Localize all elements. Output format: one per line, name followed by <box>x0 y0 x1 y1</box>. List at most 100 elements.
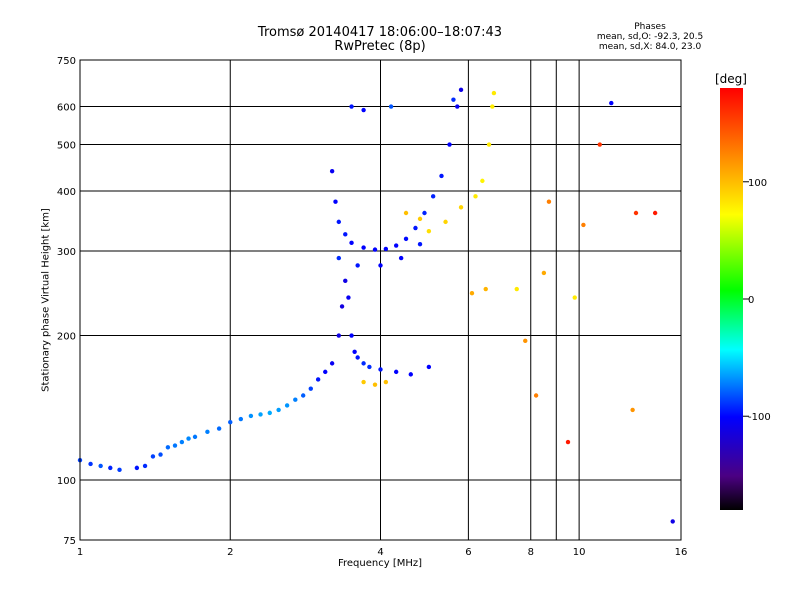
chart-title: Tromsø 20140417 18:06:00–18:07:43 <box>257 25 503 40</box>
echo-point <box>458 205 464 210</box>
echo-point <box>422 210 427 216</box>
echo-point <box>142 463 148 469</box>
echo-point <box>393 369 399 375</box>
phases-x-stats: mean, sd,X: 84.0, 23.0 <box>598 42 702 52</box>
x-tick-label: 2 <box>227 547 233 558</box>
echo-point <box>343 232 348 237</box>
colorbar-label: [deg] <box>715 72 747 86</box>
colorbar-tick-label: -100 <box>748 412 771 423</box>
phases-stats: Phases mean, sd,O: -92.3, 20.5 mean, sd,… <box>590 22 710 52</box>
phases-o-stats: mean, sd,O: -92.3, 20.5 <box>596 32 704 42</box>
echo-point <box>150 454 156 459</box>
echo-point <box>355 355 360 360</box>
x-tick-label: 10 <box>573 547 586 558</box>
echo-point <box>565 439 571 445</box>
echo-point <box>533 393 539 398</box>
echo-point <box>541 270 547 276</box>
echo-point <box>339 304 345 309</box>
echo-point <box>205 429 210 435</box>
echo-point <box>426 364 432 370</box>
echo-point <box>388 104 394 109</box>
echo-point <box>329 361 335 366</box>
grid-lines <box>80 60 681 540</box>
echo-point <box>361 245 366 250</box>
echo-point <box>546 199 552 204</box>
x-tick-label: 1 <box>77 547 83 558</box>
echo-point <box>430 194 436 199</box>
chart-subtitle: RwPretec (8p) <box>334 39 426 54</box>
echo-point <box>276 407 281 413</box>
echo-point <box>490 104 495 109</box>
echo-point <box>336 333 342 338</box>
echo-point <box>192 434 198 440</box>
echo-point <box>346 295 351 300</box>
echo-point <box>172 443 178 448</box>
echo-point <box>383 379 389 385</box>
echo-point <box>228 419 233 425</box>
echo-point <box>323 369 328 375</box>
echo-point <box>315 377 321 382</box>
echo-point <box>451 97 456 102</box>
y-tick-label: 750 <box>57 56 76 67</box>
title-block: Tromsø 20140417 18:06:00–18:07:43 RwPret… <box>180 26 580 54</box>
echo-point <box>267 410 272 416</box>
echo-point <box>117 467 122 473</box>
echo-point <box>443 219 448 225</box>
echo-point <box>455 104 460 109</box>
echo-point <box>179 439 185 445</box>
echo-point <box>469 291 475 296</box>
echo-point <box>186 436 191 441</box>
echo-point <box>581 222 586 228</box>
echo-point <box>367 364 372 370</box>
echo-point <box>378 367 383 372</box>
echo-point <box>293 397 298 402</box>
echo-point <box>447 142 452 147</box>
echo-point <box>480 178 485 184</box>
echo-point <box>216 426 222 431</box>
x-tick-label: 8 <box>528 547 534 558</box>
echo-point <box>336 219 342 225</box>
data-points <box>77 87 675 524</box>
echo-point <box>630 407 635 413</box>
echo-point <box>413 225 418 231</box>
echo-point <box>378 263 383 268</box>
echo-point <box>300 393 306 398</box>
echo-point <box>361 107 366 113</box>
colorbar: [deg] 100 0 -100 <box>715 72 771 510</box>
echo-point <box>329 168 335 174</box>
echo-point <box>597 142 602 147</box>
echo-point <box>383 246 389 252</box>
echo-point <box>158 452 163 457</box>
echo-point <box>361 361 366 366</box>
echo-point <box>403 210 409 216</box>
echo-point <box>361 379 366 385</box>
y-tick-label: 600 <box>57 103 76 114</box>
echo-point <box>343 278 348 284</box>
echo-point <box>108 465 113 471</box>
echo-point <box>352 349 357 354</box>
echo-point <box>258 412 263 417</box>
echo-point <box>336 255 342 261</box>
echo-point <box>514 286 519 292</box>
echo-point <box>572 295 577 300</box>
echo-point <box>333 199 338 204</box>
echo-point <box>349 104 354 109</box>
x-tick-label: 4 <box>377 547 383 558</box>
colorbar-tick-label: 0 <box>748 295 754 306</box>
y-tick-label: 500 <box>57 141 76 152</box>
echo-point <box>372 382 378 387</box>
y-tick-label: 100 <box>57 476 76 487</box>
echo-point <box>408 372 413 377</box>
echo-point <box>308 386 313 391</box>
echo-point <box>633 210 639 216</box>
echo-point <box>284 403 290 408</box>
y-tick-label: 400 <box>57 187 76 198</box>
x-tick-label: 16 <box>675 547 688 558</box>
x-tick-label: 6 <box>465 547 471 558</box>
colorbar-gradient <box>720 88 743 510</box>
y-tick-label: 300 <box>57 247 76 258</box>
colorbar-tick-label: 100 <box>748 178 767 189</box>
plot-frame <box>79 59 682 541</box>
echo-point <box>426 228 432 234</box>
